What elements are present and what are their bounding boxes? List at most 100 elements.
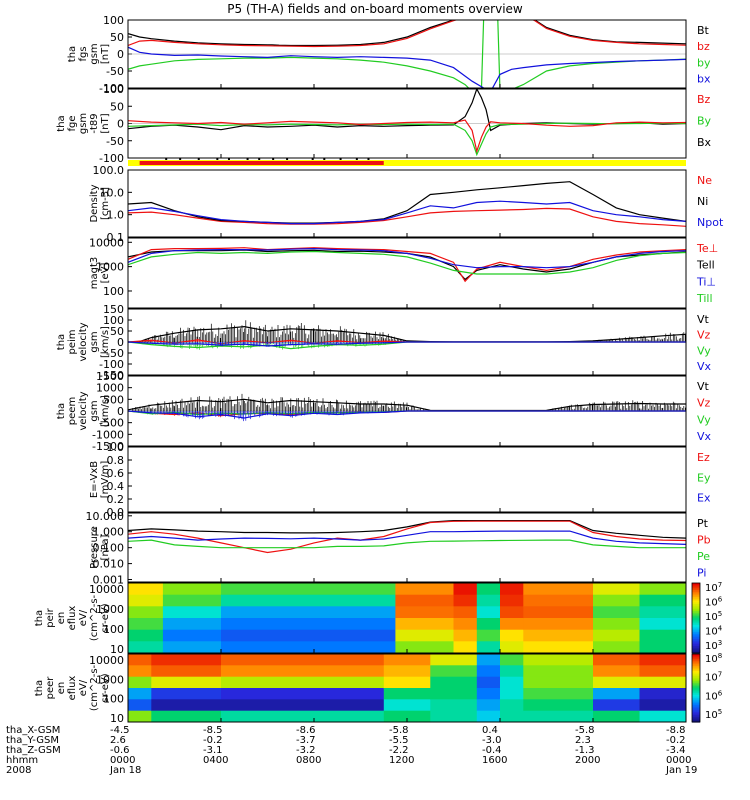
- colorbar-step-peir_spectrogram-21: [692, 619, 700, 623]
- heat-cell-peer_spectrogram-4-1: [430, 665, 478, 678]
- colorbar-step-peir_spectrogram-2: [692, 586, 700, 589]
- phase-bar-tick-0: [165, 158, 168, 160]
- heat-cell-peer_spectrogram-6-3: [500, 688, 524, 700]
- orbit-cell-5-2: -1.3: [575, 745, 595, 756]
- colorbar-step-peir_spectrogram-8: [692, 597, 700, 600]
- orbit-cell-0-1: 2.6: [110, 735, 126, 746]
- orbit-cell-1-3: 0400: [203, 755, 228, 766]
- heat-cell-peer_spectrogram-4-3: [430, 688, 478, 700]
- heat-cell-peir_spectrogram-6-3: [500, 618, 524, 631]
- heat-cell-peer_spectrogram-0-4: [128, 699, 152, 712]
- ytick-peim_velocity-3: 0: [117, 336, 124, 349]
- series-fgs-0: [128, 20, 686, 47]
- colorbar-step-peir_spectrogram-32: [692, 639, 700, 642]
- ylabel-peir_spectrogram-3: eflux: [67, 606, 78, 631]
- panel-peir_spectrogram: tha peir en eflux eV/(cm^2-s-sr-eV) 10000 1000…: [34, 581, 723, 656]
- colorbar-step-peer_spectrogram-10: [692, 671, 700, 674]
- series-density-1: [128, 181, 686, 224]
- heat-cell-peer_spectrogram-7-1: [523, 665, 594, 678]
- ytick-fgs-0: 100: [103, 14, 124, 27]
- heat-cell-peer_spectrogram-8-1: [593, 665, 640, 678]
- heat-cell-peer_spectrogram-4-2: [430, 676, 478, 689]
- legend-efield-2: Ex: [697, 492, 711, 505]
- heat-cell-peir_spectrogram-0-1: [128, 594, 164, 607]
- colorbar-step-peir_spectrogram-37: [692, 647, 700, 651]
- heat-cell-peer_spectrogram-8-5: [593, 710, 640, 722]
- ytick-peem_velocity-0: 1500: [96, 370, 124, 383]
- legend-pressure-0: Pt: [697, 517, 709, 530]
- ylabel-pressure-0: Pressure: [89, 526, 100, 569]
- ytick-efield-3: 0.4: [107, 480, 125, 493]
- heat-cell-peir_spectrogram-1-3: [162, 618, 222, 631]
- colorbar-step-peer_spectrogram-29: [692, 703, 700, 706]
- colorbar-tick-peir_spectrogram-4: 103: [705, 639, 722, 652]
- ylabel-pressure-1: [nPa]: [100, 534, 111, 560]
- heat-cell-peer_spectrogram-8-4: [593, 699, 640, 712]
- ylabel-fge-1: fge: [67, 115, 78, 131]
- ylabel-fgs-0: tha: [67, 46, 78, 62]
- ytick-density-3: 0.1: [107, 231, 125, 244]
- heat-cell-peir_spectrogram-4-4: [453, 629, 478, 642]
- heat-cell-peir_spectrogram-4-1: [453, 594, 478, 607]
- ytick-pressure-0: 10.000: [86, 510, 125, 523]
- legend-temperature-0: Te⊥: [696, 242, 718, 255]
- heat-cell-peir_spectrogram-3-2: [395, 606, 454, 619]
- heat-cell-peer_spectrogram-2-3: [221, 688, 385, 700]
- ylabel-fgs-2: gsm: [89, 43, 100, 64]
- ytick-fgs-1: 50: [110, 31, 124, 44]
- heat-cell-peer_spectrogram-3-4: [383, 699, 431, 712]
- series-fgs-3: [128, 46, 686, 88]
- ytick-fgs-3: -50: [106, 65, 124, 78]
- orbit-cell-4-2: -0.4: [482, 745, 502, 756]
- heat-cell-peir_spectrogram-5-0: [476, 583, 501, 596]
- orbit-cell-3-2: -2.2: [389, 745, 409, 756]
- ylabel-peir_spectrogram-2: en: [56, 612, 67, 625]
- heat-cell-peer_spectrogram-9-3: [639, 688, 686, 700]
- colorbar-step-peir_spectrogram-25: [692, 626, 700, 630]
- colorbar-step-peir_spectrogram-26: [692, 628, 700, 631]
- orbit-phase-bar: [128, 158, 686, 166]
- heat-cell-peir_spectrogram-3-4: [395, 629, 454, 642]
- panel-peer_spectrogram: tha peer en eflux eV/(cm^2-s-sr-eV) 10000 1000…: [34, 652, 723, 725]
- colorbar-step-peir_spectrogram-16: [692, 611, 700, 614]
- heat-cell-peir_spectrogram-9-5: [639, 641, 686, 653]
- ytick-pressure-1: 1.000: [93, 526, 125, 539]
- heat-cell-peer_spectrogram-9-1: [639, 665, 686, 678]
- heat-cell-peir_spectrogram-4-3: [453, 618, 478, 631]
- ytick-temperature-2: 100: [103, 285, 124, 298]
- heat-cell-peir_spectrogram-7-1: [523, 594, 594, 607]
- ytick-efield-1: 0.8: [107, 454, 125, 467]
- legend-fge-1: By: [697, 115, 712, 128]
- heat-cell-peir_spectrogram-6-2: [500, 606, 524, 619]
- ytick-efield-5: 0.0: [107, 506, 125, 519]
- heat-cell-peer_spectrogram-4-5: [430, 710, 478, 722]
- phase-bar-tick-4: [227, 158, 230, 160]
- colorbar-step-peir_spectrogram-38: [692, 649, 700, 652]
- phase-bar-tick-5: [246, 158, 249, 160]
- heat-cell-peer_spectrogram-3-5: [383, 710, 431, 722]
- heat-cell-peir_spectrogram-2-2: [221, 606, 396, 619]
- heat-cell-peer_spectrogram-1-2: [151, 676, 222, 689]
- ylabel-temperature-1: [eV]: [100, 263, 111, 284]
- colorbar-frame-peir_spectrogram: [691, 582, 701, 654]
- panel-fgs: tha fgs gsm [nT] 100 50 0 -50 -100 Bt bz by bx: [67, 14, 711, 95]
- series-peim_velocity-2: [128, 341, 686, 350]
- orbit-cell-3-3: 1200: [389, 755, 414, 766]
- series-fgs-1: [128, 20, 686, 48]
- ytick-peim_velocity-4: -50: [106, 347, 124, 360]
- heat-cell-peir_spectrogram-4-5: [453, 641, 478, 653]
- orbit-cell-5-1: 2.3: [575, 735, 591, 746]
- ylabel-peer_spectrogram-1: peer: [45, 676, 56, 700]
- series-pressure-1: [128, 520, 686, 554]
- colorbar-step-peer_spectrogram-31: [692, 706, 700, 709]
- orbit-cell-4-3: 1600: [482, 755, 507, 766]
- ytick-peer_spectrogram-0: 10000: [89, 654, 124, 667]
- legend-fgs-0: Bt: [697, 24, 710, 37]
- colorbar-tick-peer_spectrogram-2: 106: [705, 689, 723, 702]
- heat-cell-peer_spectrogram-9-4: [639, 699, 686, 712]
- legend-density-2: Npot: [697, 216, 724, 229]
- ylabel-peer_spectrogram-0: tha: [34, 680, 45, 696]
- ytick-peer_spectrogram-3: 10: [110, 712, 124, 725]
- colorbar-step-peer_spectrogram-6: [692, 664, 700, 667]
- series-texture-peim_velocity-0: [130, 320, 686, 342]
